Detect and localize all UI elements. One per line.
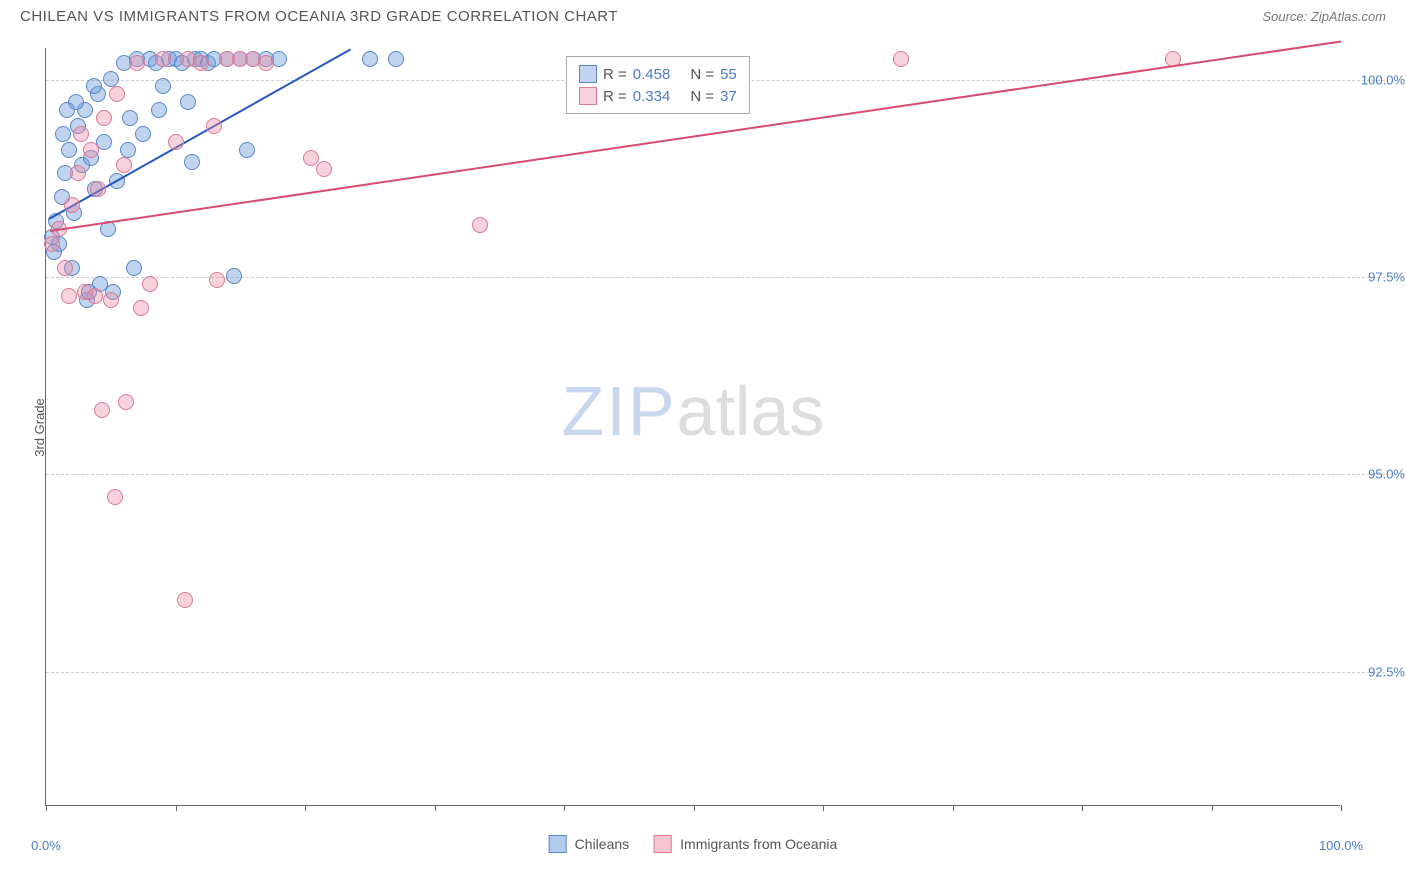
data-point: [57, 260, 73, 276]
legend-label: Immigrants from Oceania: [680, 836, 837, 852]
data-point: [239, 142, 255, 158]
x-tick: [176, 805, 177, 811]
data-point: [133, 300, 149, 316]
x-tick: [694, 805, 695, 811]
data-point: [122, 110, 138, 126]
data-point: [103, 292, 119, 308]
data-point: [73, 126, 89, 142]
x-tick: [823, 805, 824, 811]
legend-swatch: [654, 835, 672, 853]
legend-n-value: 55: [720, 66, 737, 83]
data-point: [155, 78, 171, 94]
data-point: [61, 142, 77, 158]
data-point: [151, 102, 167, 118]
data-point: [126, 260, 142, 276]
gridline: [46, 474, 1385, 475]
series-legend: Chileans Immigrants from Oceania: [549, 835, 838, 853]
legend-r-value: 0.458: [633, 66, 671, 83]
data-point: [142, 276, 158, 292]
chart-header: CHILEAN VS IMMIGRANTS FROM OCEANIA 3RD G…: [0, 0, 1406, 33]
data-point: [44, 236, 60, 252]
data-point: [893, 51, 909, 67]
data-point: [107, 489, 123, 505]
source-attribution: Source: ZipAtlas.com: [1262, 9, 1386, 24]
y-tick-label: 97.5%: [1368, 269, 1405, 284]
data-point: [87, 288, 103, 304]
data-point: [129, 55, 145, 71]
legend-row: R = 0.458 N = 55: [579, 63, 737, 85]
data-point: [109, 86, 125, 102]
data-point: [86, 78, 102, 94]
scatter-chart: ZIPatlas 92.5%95.0%97.5%100.0%0.0%100.0%…: [45, 48, 1340, 806]
data-point: [184, 154, 200, 170]
data-point: [116, 157, 132, 173]
x-tick: [953, 805, 954, 811]
legend-n-label: N =: [690, 66, 714, 83]
legend-n-value: 37: [720, 88, 737, 105]
data-point: [83, 142, 99, 158]
legend-item: Immigrants from Oceania: [654, 835, 837, 853]
data-point: [388, 51, 404, 67]
data-point: [120, 142, 136, 158]
data-point: [180, 94, 196, 110]
legend-r-label: R =: [603, 66, 627, 83]
data-point: [177, 592, 193, 608]
data-point: [226, 268, 242, 284]
legend-item: Chileans: [549, 835, 629, 853]
data-point: [103, 71, 119, 87]
data-point: [155, 51, 171, 67]
legend-row: R = 0.334 N = 37: [579, 85, 737, 107]
chart-title: CHILEAN VS IMMIGRANTS FROM OCEANIA 3RD G…: [20, 8, 618, 25]
watermark-atlas: atlas: [677, 372, 825, 450]
data-point: [64, 197, 80, 213]
data-point: [94, 402, 110, 418]
y-tick-label: 92.5%: [1368, 664, 1405, 679]
data-point: [362, 51, 378, 67]
data-point: [206, 118, 222, 134]
data-point: [168, 134, 184, 150]
data-point: [135, 126, 151, 142]
data-point: [55, 126, 71, 142]
watermark: ZIPatlas: [562, 371, 825, 451]
correlation-legend: R = 0.458 N = 55 R = 0.334 N = 37: [566, 56, 750, 114]
data-point: [316, 161, 332, 177]
x-tick: [305, 805, 306, 811]
x-tick: [1082, 805, 1083, 811]
data-point: [96, 110, 112, 126]
data-point: [118, 394, 134, 410]
x-tick: [564, 805, 565, 811]
data-point: [209, 272, 225, 288]
legend-swatch: [579, 65, 597, 83]
legend-n-label: N =: [690, 88, 714, 105]
legend-r-label: R =: [603, 88, 627, 105]
y-tick-label: 95.0%: [1368, 467, 1405, 482]
x-tick: [435, 805, 436, 811]
data-point: [59, 102, 75, 118]
watermark-zip: ZIP: [562, 372, 677, 450]
x-tick: [1212, 805, 1213, 811]
legend-r-value: 0.334: [633, 88, 671, 105]
legend-label: Chileans: [575, 836, 629, 852]
x-tick: [1341, 805, 1342, 811]
data-point: [258, 55, 274, 71]
legend-swatch: [579, 87, 597, 105]
data-point: [90, 181, 106, 197]
data-point: [61, 288, 77, 304]
x-tick-label: 100.0%: [1319, 838, 1363, 853]
legend-swatch: [549, 835, 567, 853]
gridline: [46, 277, 1385, 278]
y-tick-label: 100.0%: [1361, 72, 1405, 87]
x-tick-label: 0.0%: [31, 838, 61, 853]
x-tick: [46, 805, 47, 811]
data-point: [70, 165, 86, 181]
gridline: [46, 672, 1385, 673]
data-point: [193, 55, 209, 71]
data-point: [303, 150, 319, 166]
data-point: [472, 217, 488, 233]
